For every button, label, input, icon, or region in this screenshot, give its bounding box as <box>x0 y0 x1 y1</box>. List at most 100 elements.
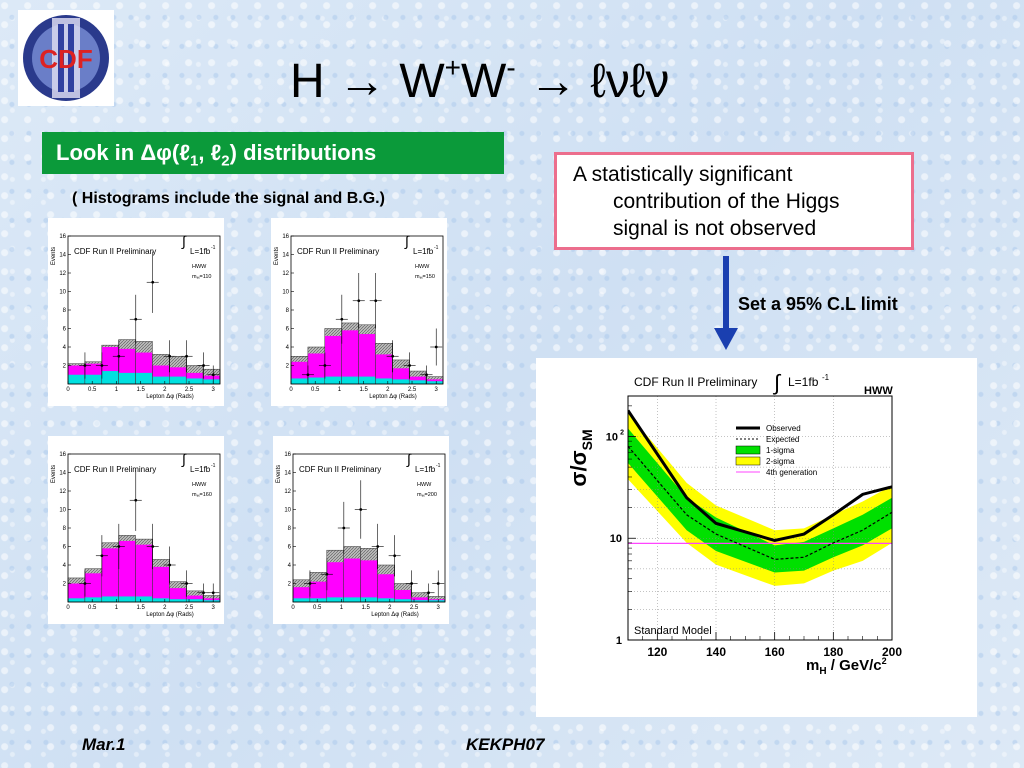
data-point <box>359 508 363 511</box>
callout-line-3: signal is not observed <box>613 217 817 240</box>
bar-signal <box>394 589 412 602</box>
ytick-label: 10 <box>606 431 618 443</box>
bar-signal <box>341 330 359 384</box>
histogram-mh150: 2 4 6 8 10 12 14 16 0 0.5 1 1.5 2 2.5 3 CDF Run II Prel… <box>271 218 447 406</box>
data-point <box>185 582 188 585</box>
data-point <box>151 545 155 548</box>
xtick-label: 2.5 <box>185 387 194 393</box>
ytick-label: 2 <box>288 582 292 588</box>
histogram-ylabel: Events <box>51 247 57 265</box>
legend-2sigma-swatch <box>735 456 761 466</box>
banner-text-mid: , ℓ <box>198 140 222 165</box>
histogram-ylabel: Events <box>51 465 57 483</box>
title-w: W <box>399 55 445 108</box>
histogram-lumi: L=1fb <box>190 247 211 256</box>
ytick-exponent: 2 <box>620 429 624 436</box>
callout-line-2: contribution of the Higgs <box>613 190 840 213</box>
bar-background <box>152 376 170 384</box>
histogram-mh160: 2 4 6 8 10 12 14 16 0 0.5 1 1.5 2 2.5 3 CDF Run II Prel… <box>48 436 224 624</box>
ytick-label: 6 <box>63 545 67 551</box>
integral-symbol: ∫ <box>181 451 187 467</box>
ytick-label: 4 <box>63 563 67 569</box>
data-point <box>427 591 430 595</box>
histogram-mh110: 2 4 6 8 10 12 14 16 0 0.5 1 1.5 2 2.5 3 CDF Run II Prel… <box>48 218 224 406</box>
bar-background <box>428 600 445 602</box>
bar-signal <box>375 354 393 384</box>
data-point <box>185 354 188 358</box>
ytick-label: 12 <box>284 489 291 495</box>
ytick-label: 14 <box>284 471 291 477</box>
data-point <box>325 572 329 576</box>
ytick-label: 16 <box>59 234 66 240</box>
banner-sub-1: 1 <box>189 152 199 170</box>
data-point <box>202 591 205 595</box>
data-point <box>83 364 87 367</box>
bar-background <box>409 380 427 384</box>
limit-caption: Set a 95% C.L limit <box>738 294 898 314</box>
xlabel-sub: H <box>819 666 826 677</box>
ytick-label: 4 <box>63 345 67 351</box>
ytick-label: 16 <box>282 234 289 240</box>
integral-symbol: ∫ <box>406 451 412 467</box>
xtick-label: 160 <box>765 645 785 659</box>
bar-background <box>358 376 376 384</box>
bar-signal <box>409 376 427 384</box>
data-point <box>410 582 413 585</box>
mass-sub: H <box>197 275 200 280</box>
bar-background <box>68 598 85 602</box>
histogram-lumi: L=1fb <box>190 465 211 474</box>
legend-1sigma-swatch <box>735 445 761 455</box>
bar-background <box>309 598 327 602</box>
ytick-label: 8 <box>288 526 292 532</box>
bar-signal <box>152 566 170 602</box>
bar-signal <box>186 595 204 602</box>
integral-symbol: ∫ <box>772 370 782 395</box>
bar-signal <box>68 583 85 602</box>
histogram-mh200: 2 4 6 8 10 12 14 16 0 0.5 1 1.5 2 2.5 3 CDF Run II Prel… <box>273 436 449 624</box>
bar-signal <box>309 581 327 602</box>
histogram-lumi-exp: -1 <box>211 245 216 251</box>
bar-background <box>411 600 429 602</box>
bar-signal <box>377 574 395 602</box>
data-point <box>211 373 215 377</box>
legend-observed-label: Observed <box>766 424 801 433</box>
bar-background <box>169 376 187 384</box>
xtick-label: 0.5 <box>88 605 97 611</box>
xtick-label: 1.5 <box>136 605 145 611</box>
xtick-label: 3 <box>437 605 441 611</box>
banner-sub-2: 2 <box>221 152 230 170</box>
histogram-title: CDF Run II Preliminary <box>74 247 156 256</box>
histogram-mass: mH=160 <box>192 492 212 498</box>
ytick-label: 16 <box>284 452 291 458</box>
data-point <box>306 373 310 377</box>
data-point <box>211 591 215 595</box>
bar-signal <box>293 587 310 602</box>
xlabel-exp: 2 <box>882 656 887 666</box>
xtick-label: 3 <box>435 387 439 393</box>
ytick-label: 14 <box>59 471 66 477</box>
data-point <box>436 582 440 585</box>
bar-background <box>203 379 220 384</box>
legend: Observed Expected 1-sigma 2-sigma 4th genera… <box>735 424 817 477</box>
cdf-logo-graphic: CDF <box>23 15 109 101</box>
bar-background <box>135 596 153 602</box>
logo-text: CDF <box>39 44 92 74</box>
histogram-ylabel: Events <box>276 465 282 483</box>
data-point <box>168 354 172 358</box>
xtick-label: 2.5 <box>408 387 417 393</box>
legend-2sigma-label: 2-sigma <box>766 457 795 466</box>
histogram-xlabel: Lepton Δφ (Rads) <box>371 612 419 618</box>
mass-value: =150 <box>422 274 434 280</box>
ytick-label: 2 <box>286 364 290 370</box>
histogram-lumi: L=1fb <box>413 247 434 256</box>
histogram-lumi: L=1fb <box>415 465 436 474</box>
xtick-label: 0 <box>66 387 70 393</box>
bar-background <box>307 377 325 384</box>
xtick-label: 0.5 <box>311 387 320 393</box>
histogram-xlabel: Lepton Δφ (Rads) <box>146 394 194 400</box>
data-point <box>391 354 395 358</box>
limit-plot: 120 140 160 180 200 1 10 10 2 CDF Run II Prelimin… <box>536 358 977 717</box>
histogram-process: HWW <box>192 264 207 270</box>
legend-4thgen-label: 4th generation <box>766 468 817 477</box>
data-point <box>83 582 87 585</box>
